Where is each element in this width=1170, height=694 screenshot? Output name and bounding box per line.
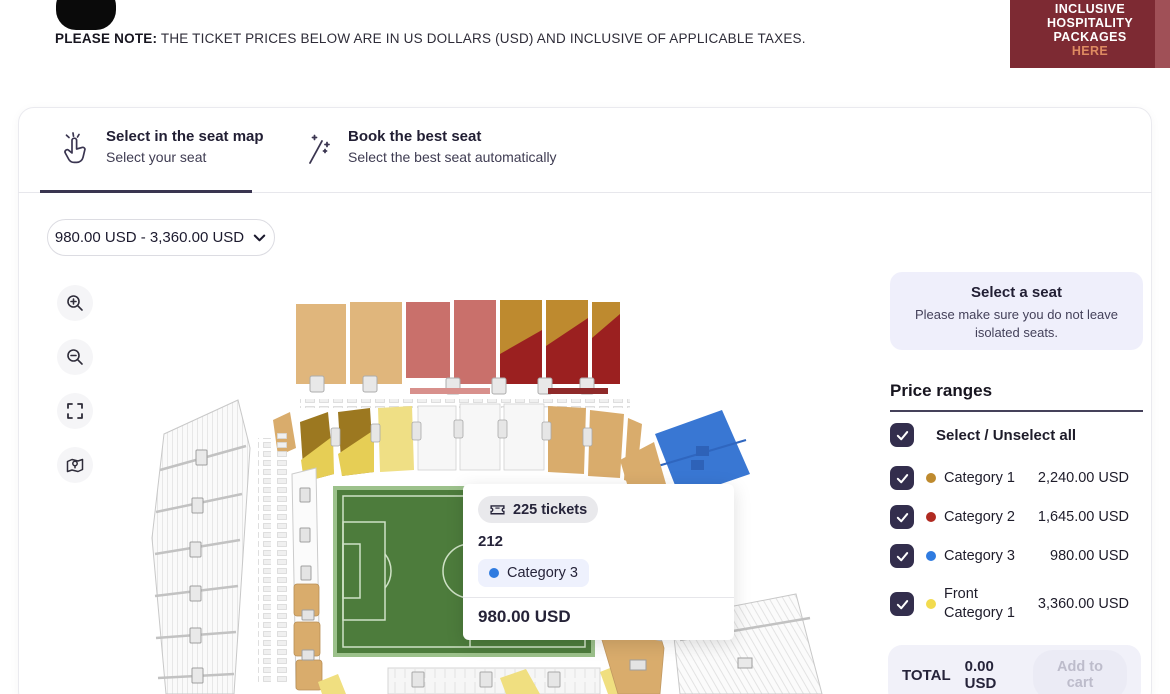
fullscreen-icon [67,403,83,419]
hand-pointer-icon [58,128,92,172]
tab-bar [18,107,1152,193]
select-all-label: Select / Unselect all [936,426,1077,444]
inner-west-column[interactable] [291,467,323,691]
ticket-icon [490,505,505,515]
category-2-dot [926,512,936,522]
tab-subtitle: Select your seat [106,149,207,165]
category-label: Front Category 1 [944,586,1015,621]
category-color-dot [489,568,499,578]
category-row: Front Category 1 3,360.00 USD [890,580,1143,628]
zoom-in-button[interactable] [57,285,93,321]
zoom-out-button[interactable] [57,339,93,375]
tab-book-best-seat[interactable]: Book the best seat Select the best seat … [300,128,557,172]
zoom-out-icon [67,349,83,365]
price-note-bold: PLEASE NOTE: [55,31,158,46]
category-label: Category 1 [944,470,1015,486]
top-tier-sections[interactable] [296,300,620,395]
top-left-pill-button[interactable] [56,0,116,30]
total-label: TOTAL [902,666,951,684]
banner-here-link[interactable]: HERE [1071,44,1109,58]
category-price: 2,240.00 USD [1037,470,1129,486]
section-212[interactable] [655,410,750,498]
tickets-count: 225 tickets [513,501,588,518]
tab-subtitle: Select the best seat automatically [348,149,557,165]
price-range-dropdown[interactable]: 980.00 USD - 3,360.00 USD [47,219,275,256]
tan-wedge-right[interactable] [620,442,666,494]
info-body: Please make sure you do not leave isolat… [914,307,1119,340]
south-stand[interactable] [318,664,632,694]
tooltip-price: 980.00 USD [478,607,571,626]
category-label: Category 3 [944,548,1015,564]
active-tab-underline [40,190,252,193]
zoom-in-icon [67,295,83,311]
tickets-count-pill: 225 tickets [478,496,599,523]
map-view-button[interactable] [57,447,93,483]
category-1-checkbox[interactable] [890,466,914,490]
left-grandstand[interactable] [151,399,251,694]
banner-line: TICKET [1010,0,1170,2]
concourse-strip [300,399,630,408]
price-ranges-rule [890,410,1143,412]
map-icon [66,458,84,473]
price-ranges-title: Price ranges [890,381,993,400]
hospitality-banner[interactable]: TICKET INCLUSIVE HOSPITALITY PACKAGES HE… [1010,0,1170,68]
category-2-checkbox[interactable] [890,505,914,529]
price-note-text: THE TICKET PRICES BELOW ARE IN US DOLLAR… [157,31,806,46]
fullscreen-button[interactable] [57,393,93,429]
price-range-value: 980.00 USD - 3,360.00 USD [54,229,245,246]
section-number: 212 [478,533,504,550]
tab-select-in-seat-map[interactable]: Select in the seat map Select your seat [58,128,264,172]
front-category-1-checkbox[interactable] [890,592,914,616]
total-value: 0.00 USD [964,658,997,692]
category-row: Category 3 980.00 USD [890,541,1143,571]
banner-line: HOSPITALITY [1046,16,1134,30]
select-all-checkbox[interactable] [890,423,914,447]
category-row: Category 1 2,240.00 USD [890,463,1143,493]
tab-title: Select in the seat map [106,128,264,145]
price-note: PLEASE NOTE: THE TICKET PRICES BELOW ARE… [55,31,806,46]
chevron-down-icon [253,234,266,242]
seat-tooltip: 225 tickets 212 Category 3 980.00 USD [463,484,734,640]
banner-accent-strip [1155,0,1170,68]
tooltip-category-pill: Category 3 [478,559,589,587]
category-3-dot [926,551,936,561]
tooltip-category-label: Category 3 [507,565,578,581]
seat-column[interactable] [274,433,287,684]
add-to-cart-button[interactable]: Add to cart [1033,650,1127,694]
magic-wand-icon [300,128,334,172]
category-3-checkbox[interactable] [890,544,914,568]
category-price: 1,645.00 USD [1037,509,1129,525]
tooltip-divider [463,597,734,598]
second-tier-sections[interactable] [273,403,642,484]
select-seat-info-box: Select a seat Please make sure you do no… [890,272,1143,350]
banner-line: INCLUSIVE [1054,2,1126,16]
total-bar: TOTAL 0.00 USD Add to cart [888,645,1141,694]
tab-title: Book the best seat [348,128,482,145]
category-price: 3,360.00 USD [1037,596,1129,612]
banner-line: PACKAGES [1053,30,1127,44]
category-label: Category 2 [944,509,1015,525]
category-price: 980.00 USD [1050,548,1129,564]
select-unselect-all-row: Select / Unselect all [890,420,1143,450]
info-title: Select a seat [971,284,1062,301]
seat-column[interactable] [258,438,271,684]
front-category-1-dot [926,599,936,609]
category-row: Category 2 1,645.00 USD [890,502,1143,532]
category-1-dot [926,473,936,483]
